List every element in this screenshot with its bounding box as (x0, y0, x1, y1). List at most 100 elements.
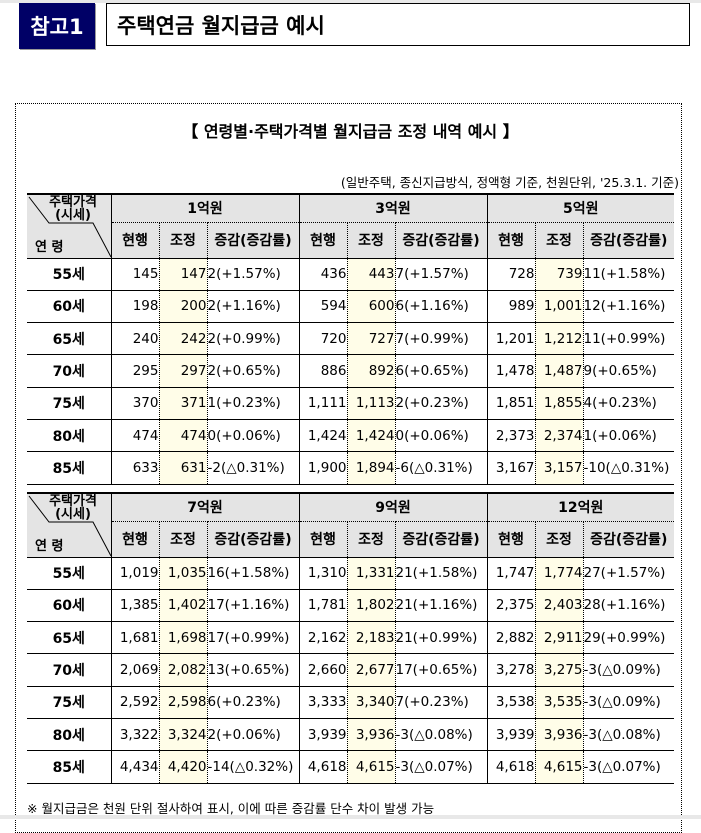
age-cell: 80세 (27, 718, 112, 752)
section-subtitle: 【 연령별·주택가격별 월지급금 조정 내역 예시 】 (182, 122, 519, 141)
change-cell: 1(+0.23%) (206, 387, 299, 420)
current-amount-cell: 2,375 (486, 589, 535, 623)
current-amount-cell: 594 (298, 290, 347, 324)
change-cell: 0(+0.06%) (206, 419, 299, 453)
corner-price-label: 주택가격 (시세) (49, 494, 97, 522)
adjusted-amount-cell: 3,535 (534, 686, 583, 719)
price-group-header: 12억원 (486, 492, 674, 522)
change-cell: 17(+0.99%) (206, 621, 299, 655)
col-adjusted-header: 조정 (534, 222, 583, 259)
change-cell: 12(+1.16%) (582, 290, 675, 324)
adjusted-amount-cell: 1,487 (534, 354, 583, 388)
current-amount-cell: 240 (110, 322, 159, 356)
adjusted-amount-cell: 2,374 (534, 419, 583, 453)
current-amount-cell: 720 (298, 322, 347, 356)
current-amount-cell: 1,424 (298, 419, 347, 453)
change-cell: -10(△0.31%) (582, 451, 675, 485)
adjusted-amount-cell: 4,420 (158, 750, 207, 784)
age-cell: 55세 (27, 258, 112, 291)
col-adjusted-header: 조정 (158, 222, 207, 259)
change-cell: 7(+1.57%) (394, 258, 487, 291)
price-group-header: 1억원 (110, 193, 299, 223)
adjusted-amount-cell: 3,324 (158, 718, 207, 752)
adjusted-amount-cell: 631 (158, 451, 207, 485)
adjusted-amount-cell: 3,936 (534, 718, 583, 752)
change-cell: 4(+0.23%) (582, 387, 675, 420)
current-amount-cell: 3,167 (486, 451, 535, 485)
reference-badge: 참고1 (19, 3, 95, 49)
table-row: 85세 4,434 4,420 -14(△0.32%) 4,618 4,615 -3(△0.… (27, 750, 674, 784)
footnote: ※ 월지급금은 천원 단위 절사하여 표시, 이에 따른 증감률 단수 차이 발… (27, 801, 435, 816)
adjusted-amount-cell: 1,402 (158, 589, 207, 623)
change-cell: 21(+1.16%) (394, 589, 487, 623)
age-cell: 75세 (27, 686, 112, 719)
age-cell: 85세 (27, 750, 112, 784)
col-change-header: 증감(증감률) (394, 521, 487, 558)
current-amount-cell: 1,747 (486, 557, 535, 590)
current-amount-cell: 886 (298, 354, 347, 388)
col-current-header: 현행 (110, 521, 159, 558)
adjusted-amount-cell: 3,936 (346, 718, 395, 752)
window-top-edge (0, 0, 701, 3)
adjusted-amount-cell: 4,615 (346, 750, 395, 784)
corner-price-label: 주택가격 (시세) (49, 195, 97, 223)
adjusted-amount-cell: 147 (158, 258, 207, 291)
window-bottom-edge (0, 815, 701, 819)
adjusted-amount-cell: 1,424 (346, 419, 395, 453)
adjusted-amount-cell: 242 (158, 322, 207, 356)
current-amount-cell: 474 (110, 419, 159, 453)
current-amount-cell: 1,681 (110, 621, 159, 655)
adjusted-amount-cell: 1,802 (346, 589, 395, 623)
change-cell: 11(+1.58%) (582, 258, 675, 291)
age-cell: 55세 (27, 557, 112, 590)
table-row: 60세 198 200 2(+1.16%) 594 600 6(+1.16%) 989 1,00… (27, 290, 675, 324)
current-amount-cell: 1,851 (486, 387, 535, 420)
col-change-header: 증감(증감률) (394, 222, 487, 259)
current-amount-cell: 145 (110, 258, 159, 291)
table-row: 65세 1,681 1,698 17(+0.99%) 2,162 2,183 21(+0.9… (27, 621, 674, 655)
change-cell: 6(+0.23%) (206, 686, 299, 719)
age-cell: 75세 (27, 387, 112, 420)
payment-table-1: 주택가격 (시세) 연 령 1억원 3억원 5억원 현행 조정 증감(증감률) 현행 조정 증감(증감… (27, 193, 675, 485)
change-cell: -3(△0.07%) (582, 750, 674, 784)
adjusted-amount-cell: 739 (534, 258, 583, 291)
change-cell: 2(+0.23%) (394, 387, 487, 420)
change-cell: 2(+1.57%) (206, 258, 299, 291)
current-amount-cell: 1,900 (298, 451, 347, 485)
change-cell: 6(+0.65%) (394, 354, 487, 388)
change-cell: 9(+0.65%) (582, 354, 675, 388)
table-row: 80세 474 474 0(+0.06%) 1,424 1,424 0(+0.06%) 2,3… (27, 419, 675, 453)
table-row: 65세 240 242 2(+0.99%) 720 727 7(+0.99%) 1,201 1,… (27, 322, 675, 356)
adjusted-amount-cell: 2,183 (346, 621, 395, 655)
current-amount-cell: 728 (486, 258, 535, 291)
page-title: 주택연금 월지급금 예시 (106, 3, 690, 46)
current-amount-cell: 370 (110, 387, 159, 420)
current-amount-cell: 989 (486, 290, 535, 324)
diagonal-divider-icon (28, 495, 111, 557)
current-amount-cell: 3,939 (298, 718, 347, 752)
change-cell: -6(△0.31%) (394, 451, 487, 485)
table-row: 60세 1,385 1,402 17(+1.16%) 1,781 1,802 21(+1.1… (27, 589, 674, 623)
diagonal-divider-icon (28, 196, 111, 258)
current-amount-cell: 1,201 (486, 322, 535, 356)
adjusted-amount-cell: 892 (346, 354, 395, 388)
current-amount-cell: 1,478 (486, 354, 535, 388)
table-row: 75세 2,592 2,598 6(+0.23%) 3,333 3,340 7(+0.23%… (27, 686, 674, 719)
age-cell: 70세 (27, 653, 112, 687)
adjusted-amount-cell: 1,774 (534, 557, 583, 590)
change-cell: -3(△0.09%) (582, 686, 674, 719)
current-amount-cell: 4,618 (486, 750, 535, 784)
current-amount-cell: 2,660 (298, 653, 347, 687)
age-cell: 80세 (27, 419, 112, 453)
change-cell: 16(+1.58%) (206, 557, 299, 590)
adjusted-amount-cell: 4,615 (534, 750, 583, 784)
current-amount-cell: 2,069 (110, 653, 159, 687)
table-row: 70세 295 297 2(+0.65%) 886 892 6(+0.65%) 1,478 1,… (27, 354, 675, 388)
col-current-header: 현행 (298, 222, 347, 259)
change-cell: 17(+1.16%) (206, 589, 299, 623)
change-cell: 2(+0.06%) (206, 718, 299, 752)
current-amount-cell: 2,162 (298, 621, 347, 655)
basis-note: (일반주택, 종신지급방식, 정액형 기준, 천원단위, '25.3.1. 기준… (340, 175, 679, 190)
corner-age-label: 연 령 (35, 239, 64, 255)
col-current-header: 현행 (298, 521, 347, 558)
